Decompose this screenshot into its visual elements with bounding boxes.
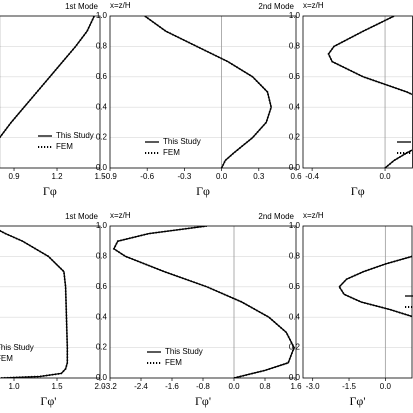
series-line — [0, 16, 96, 139]
y-tick-label: 0.2 — [96, 343, 108, 352]
x-tick-label: -3.0 — [306, 382, 320, 391]
x-tick-label: 0.3 — [253, 172, 265, 181]
y-tick-label: 1.0 — [289, 11, 301, 20]
y-axis-label: x=z/H — [110, 211, 131, 220]
legend-label: FEM — [165, 358, 182, 367]
panel: 0.0 0.2 0.4 0.6 0.8 1.0 -0.9 -0.6 -0.3 0.0 0.3 0.6 Γ… — [96, 1, 302, 198]
plot-area — [112, 226, 296, 378]
x-tick-label: 0.9 — [8, 172, 20, 181]
legend-label: This Study — [0, 343, 34, 352]
y-tick-label: 0.0 — [96, 373, 108, 382]
y-axis-label: x=z/H — [303, 211, 324, 220]
panel-title: 1st Mode — [65, 2, 98, 11]
y-tick-label: 1.0 — [96, 221, 108, 230]
panel-title: 2nd Mode — [258, 212, 294, 221]
panel: 0.0 0.2 0.4 0.6 0.8 1.0 1.0 1.5 2.0 Γφ' 1st Mode Th… — [0, 212, 106, 408]
y-tick-label: 0.8 — [96, 252, 108, 261]
x-tick-label: 1.5 — [94, 172, 106, 181]
legend-label: FEM — [56, 142, 73, 151]
x-tick-label: 0.0 — [228, 382, 240, 391]
x-tick-label: 0.6 — [290, 172, 302, 181]
series-line — [144, 16, 273, 168]
y-tick-label: 0.8 — [289, 252, 301, 261]
series-line — [327, 16, 413, 168]
legend-label: This Study — [163, 137, 201, 146]
panel: 0.0 0.2 0.4 0.6 0.8 1.0 0.9 1.2 1.5 Γφ 1st Mode Thi… — [0, 2, 106, 198]
x-tick-label: 1.6 — [290, 382, 302, 391]
y-tick-label: 1.0 — [289, 221, 301, 230]
plot-frame — [109, 225, 297, 379]
x-tick-label: 0.0 — [216, 172, 228, 181]
series-line — [0, 229, 69, 378]
y-tick-label: 0.4 — [289, 312, 301, 321]
x-tick-label: -1.5 — [342, 382, 356, 391]
y-tick-label: 0.0 — [289, 373, 301, 382]
plot-frame — [109, 15, 297, 169]
series-line — [338, 255, 412, 318]
y-tick-label: 0.6 — [96, 282, 108, 291]
plot-frame — [302, 225, 413, 379]
plot-frame — [0, 15, 101, 169]
y-tick-label: 0.4 — [96, 312, 108, 321]
y-tick-label: 0.6 — [289, 282, 301, 291]
panel-title: 2nd Mode — [258, 2, 294, 11]
y-tick-label: 0.4 — [289, 102, 301, 111]
y-tick-label: 0.2 — [289, 343, 301, 352]
y-tick-label: 0.6 — [96, 72, 108, 81]
panel: 0.00.20.40.60.81.0-3.0-1.50.0Γφ'x=z/HThi… — [289, 211, 413, 408]
x-tick-label: 1.5 — [51, 382, 63, 391]
y-axis-label: x=z/H — [303, 1, 324, 10]
x-tick-label: 0.0 — [379, 172, 391, 181]
x-tick-label: -3.2 — [103, 382, 117, 391]
x-axis-label: Γφ' — [349, 394, 365, 408]
x-tick-label: -0.3 — [178, 172, 192, 181]
x-tick-label: -0.6 — [140, 172, 154, 181]
series-line — [327, 16, 413, 168]
panel: 0.0 0.2 0.4 0.6 0.8 1.0 -3.2 -2.4 -1.6 -0.8 0.0 0.8… — [96, 211, 302, 408]
x-tick-label: -0.8 — [196, 382, 210, 391]
x-tick-label: 1.0 — [8, 382, 20, 391]
y-tick-label: 0.0 — [289, 163, 301, 172]
x-axis-label: Γφ' — [195, 394, 211, 408]
y-tick-label: 0.4 — [96, 102, 108, 111]
plot-area — [338, 255, 412, 318]
legend-label: FEM — [163, 148, 180, 157]
y-tick-label: 0.8 — [289, 42, 301, 51]
x-axis-label: Γφ — [351, 184, 365, 198]
x-tick-label: -1.6 — [165, 382, 179, 391]
series-line — [113, 226, 295, 378]
x-tick-label: 1.2 — [51, 172, 63, 181]
x-tick-label: 2.0 — [94, 382, 106, 391]
plot-frame — [0, 225, 101, 379]
x-axis-label: Γφ — [196, 184, 210, 198]
y-tick-label: 0.2 — [96, 133, 108, 142]
x-axis-label: Γφ — [43, 184, 57, 198]
plot-area — [144, 16, 273, 168]
y-tick-label: 0.2 — [289, 133, 301, 142]
x-tick-label: -2.4 — [134, 382, 148, 391]
x-tick-label: -0.9 — [103, 172, 117, 181]
x-tick-label: 0.8 — [259, 382, 271, 391]
x-tick-label: 0.0 — [380, 382, 392, 391]
x-axis-label: Γφ' — [40, 394, 56, 408]
legend-label: FEM — [0, 354, 13, 363]
series-line — [112, 226, 296, 378]
legend-label: This Study — [165, 347, 203, 356]
y-axis-label: x=z/H — [110, 1, 131, 10]
panel-title: 1st Mode — [65, 212, 98, 221]
y-tick-label: 0.6 — [289, 72, 301, 81]
y-tick-label: 0.8 — [96, 42, 108, 51]
plot-area — [0, 16, 96, 139]
x-tick-label: -0.4 — [305, 172, 319, 181]
plot-area — [327, 16, 413, 168]
y-tick-label: 0.0 — [96, 163, 108, 172]
legend-label: This Study — [56, 131, 94, 140]
plot-area — [0, 229, 69, 378]
y-tick-label: 1.0 — [96, 11, 108, 20]
plot-frame — [302, 15, 413, 169]
